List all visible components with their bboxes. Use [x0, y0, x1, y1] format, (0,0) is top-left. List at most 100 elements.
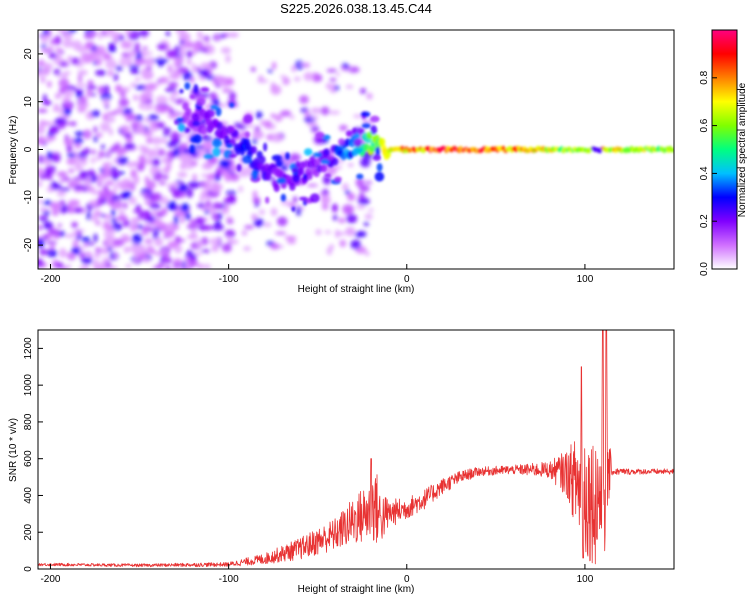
spectrogram-cell — [335, 72, 340, 77]
spectrogram-cell — [71, 221, 78, 229]
spectrogram-cell — [312, 152, 322, 158]
spectrogram-cell — [291, 167, 298, 173]
spectrogram-cell — [168, 81, 179, 88]
spectrogram-cell — [146, 137, 153, 144]
spectrogram-cell — [184, 262, 191, 269]
spectrogram-cell — [178, 212, 185, 217]
spectrogram-x-ticks: -200 -100 0 100 — [40, 264, 594, 285]
spectrogram-cell — [200, 127, 208, 135]
spectrogram-cell — [208, 61, 217, 69]
spectrogram-cell — [86, 85, 97, 90]
spectrogram-cell — [178, 67, 189, 73]
spectrogram-cell — [154, 146, 160, 150]
spectrogram-cell — [243, 114, 253, 124]
spectrogram-cell — [49, 125, 60, 135]
spectrogram-cell — [267, 69, 273, 73]
spectrogram-cell — [200, 86, 210, 93]
spectrogram-cell — [275, 160, 283, 168]
spectrogram-cell — [139, 30, 150, 37]
spectrogram-cell — [142, 257, 151, 263]
spectrogram-cell — [95, 69, 107, 76]
spectrogram-cell — [376, 163, 383, 172]
spectrogram-cell — [126, 183, 134, 189]
spectrogram-cell — [252, 138, 258, 144]
spectrogram-cell — [326, 247, 333, 256]
spectrogram-cell — [38, 119, 47, 128]
spectrogram-cell — [361, 123, 371, 129]
spectrogram-cell — [204, 162, 214, 169]
spectrogram-cell — [167, 241, 178, 249]
spectrogram-cell — [90, 156, 96, 164]
spectrogram-cell — [228, 239, 239, 245]
spectrogram-cell — [176, 117, 185, 122]
spectrogram-cell — [289, 115, 295, 120]
spectrogram-cell — [360, 157, 371, 168]
spectrogram-cell — [200, 141, 213, 151]
spectrogram-cell — [145, 180, 157, 190]
spectrogram-cell — [83, 261, 89, 265]
spectrogram-cell — [129, 222, 137, 232]
spectrogram-cell — [306, 172, 313, 181]
spectrogram-cell — [169, 109, 175, 114]
spectrogram-cell — [63, 107, 72, 116]
spectrogram-cell — [73, 176, 84, 181]
spectrogram-cell — [189, 218, 194, 225]
spectrogram-cell — [354, 232, 367, 238]
spectrogram-cell — [67, 153, 76, 158]
spectrogram-cell — [119, 125, 131, 133]
spectrogram-cell — [130, 82, 137, 88]
spectrogram-cell — [229, 102, 235, 108]
spectrogram-cell — [238, 185, 243, 193]
spectrogram-cell — [56, 191, 66, 197]
spectrogram-cell — [202, 194, 214, 199]
spectrogram-cell — [306, 183, 319, 187]
x-tick-label: -100 — [219, 574, 239, 585]
spectrogram-cell — [297, 167, 305, 176]
spectrogram-cell — [45, 241, 58, 245]
spectrogram-cell — [309, 115, 320, 120]
spectrogram-cell — [82, 156, 87, 166]
spectrogram-cell — [255, 111, 263, 119]
spectrogram-cell — [276, 216, 288, 227]
spectrogram-cell — [86, 88, 93, 98]
spectrogram-cell — [158, 181, 167, 186]
spectrogram-cell — [315, 131, 325, 139]
spectrogram-cell — [370, 125, 378, 135]
spectrogram-cell — [108, 42, 115, 51]
spectrogram-cell — [154, 264, 164, 269]
spectrogram-cell — [364, 213, 373, 220]
spectrogram-cell — [64, 89, 74, 98]
spectrogram-cell — [182, 70, 193, 81]
spectrogram-cell — [102, 97, 110, 107]
spectrogram-cell — [71, 40, 82, 50]
spectrogram-cell — [66, 145, 73, 153]
spectrogram-cell — [354, 138, 362, 148]
spectrogram-cell — [135, 125, 146, 135]
spectrogram-cell — [225, 54, 231, 64]
spectrogram-cell — [133, 94, 138, 101]
spectrogram-cell — [93, 126, 98, 134]
spectrogram-cell — [132, 248, 140, 255]
spectrogram-cell — [179, 43, 187, 51]
spectrogram-cell — [123, 201, 128, 210]
y-tick-label: 1000 — [23, 374, 34, 397]
spectrogram-cell — [339, 124, 348, 131]
spectrogram-cell — [43, 168, 53, 176]
spectrogram-cell — [259, 155, 266, 164]
spectrogram-cell — [166, 200, 177, 211]
spectrogram-cell — [221, 88, 234, 93]
x-tick-label: -100 — [219, 274, 239, 285]
spectrogram-cell — [346, 214, 358, 224]
spectrogram-cell — [204, 263, 211, 269]
spectrogram-cell — [106, 197, 113, 206]
y-tick-label: 200 — [23, 523, 34, 540]
spectrogram-cell — [186, 59, 192, 65]
spectrogram-cell — [263, 142, 268, 152]
spectrogram-cell — [71, 57, 80, 65]
spectrogram-cell — [122, 219, 131, 228]
spectrogram-cell — [122, 190, 132, 199]
spectrogram-cell — [97, 181, 102, 187]
spectrogram-cell — [168, 186, 178, 193]
spectrogram-cell — [204, 210, 210, 215]
